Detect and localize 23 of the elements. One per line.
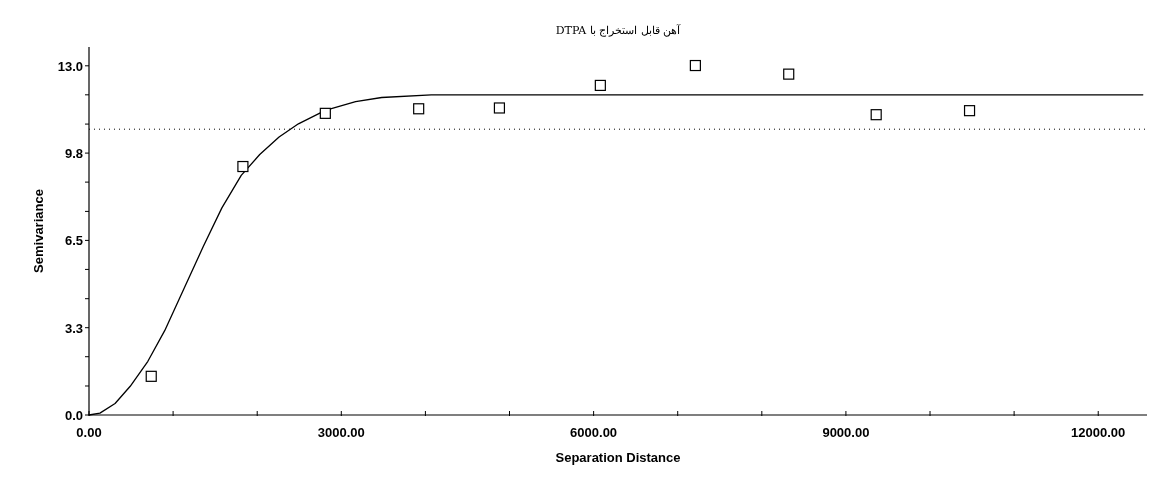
point	[594, 79, 606, 92]
y-tick-label: 3.3	[64, 320, 83, 336]
point	[413, 103, 425, 115]
x-tick-label: 0.00	[76, 425, 102, 440]
point	[145, 370, 157, 382]
point	[783, 68, 795, 80]
x-tick-label: 12000.00	[1071, 425, 1126, 440]
point	[237, 160, 249, 173]
y-tick-label: 9.8	[64, 146, 83, 162]
point	[493, 102, 506, 114]
point	[319, 107, 331, 119]
x-tick-label: 9000.00	[822, 425, 870, 440]
point	[870, 109, 882, 121]
y-tick-label: 13.0	[57, 58, 83, 74]
point	[963, 105, 976, 117]
x-axis-title: Separation Distance	[555, 450, 681, 465]
point	[689, 59, 701, 72]
chart-title: آهن قابل استخراج با DTPA	[555, 24, 682, 37]
y-axis-title: Semivariance	[31, 189, 46, 273]
y-tick-label: 0.0	[64, 408, 83, 423]
x-tick-label: 6000.00	[570, 425, 618, 440]
x-tick-label: 3000.00	[317, 425, 365, 440]
y-tick-label: 6.5	[64, 233, 83, 249]
